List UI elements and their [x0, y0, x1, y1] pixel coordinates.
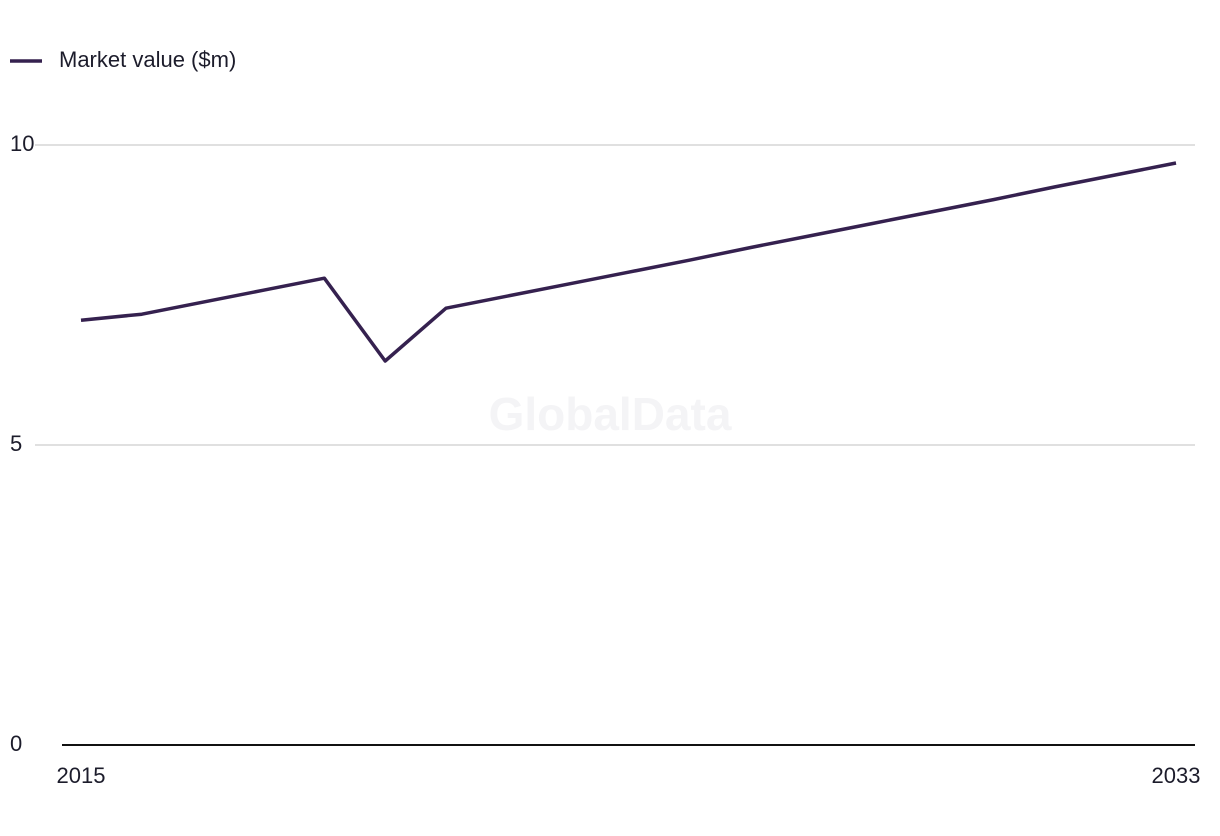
y-tick-label: 10: [10, 131, 34, 156]
watermark: GlobalData: [489, 388, 732, 440]
x-tick-label: 2033: [1152, 763, 1201, 788]
y-tick-label: 5: [10, 431, 22, 456]
x-tick-label: 2015: [57, 763, 106, 788]
legend-label: Market value ($m): [59, 47, 236, 72]
y-tick-label: 0: [10, 731, 22, 756]
data-line: [80, 161, 1177, 363]
